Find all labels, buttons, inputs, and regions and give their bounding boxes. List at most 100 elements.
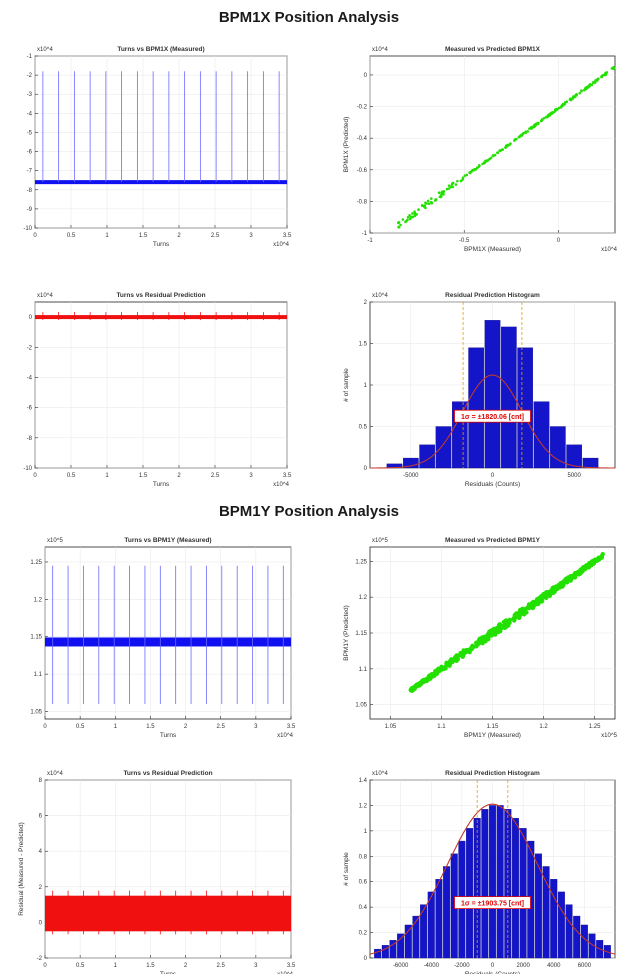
y-tick-label: -1: [27, 54, 33, 60]
x-tick-label: 5000: [567, 473, 581, 479]
data-point: [500, 148, 503, 152]
y-axis-label: # of sample: [343, 852, 350, 886]
x-axis-label: Turns: [153, 241, 170, 248]
y-tick-label: 1.2: [359, 803, 368, 809]
plot-frame: [44, 546, 292, 720]
x-tick-label: 2: [184, 963, 188, 969]
histogram-bar: [534, 853, 542, 959]
x-tick-label: 3.5: [283, 233, 292, 239]
y-exponent-label: x10^4: [37, 293, 53, 299]
x-tick-label: 0: [33, 473, 37, 479]
data-point: [447, 187, 451, 190]
y-tick-label: -6: [27, 150, 33, 156]
y-exponent-label: x10^5: [47, 538, 63, 544]
y-tick-label: -3: [27, 92, 33, 98]
data-point: [441, 190, 445, 194]
x-tick-label: 3: [254, 724, 258, 730]
x-tick-label: 1.5: [146, 724, 155, 730]
chart-panel-1: -1 -0.5 0 0 -0.2 -0.4 -0.6 -0.8 -1 Measured vs Pr…: [343, 46, 618, 253]
series-band: [35, 180, 287, 185]
y-tick-label: -2: [37, 956, 43, 962]
data-point: [465, 173, 469, 177]
histogram-bar: [403, 457, 419, 469]
histogram-bar: [566, 444, 582, 469]
section-title-bpm1y: BPM1Y Position Analysis: [219, 503, 399, 520]
plot-title: Turns vs Residual Prediction: [116, 292, 205, 299]
x-tick-label: -6000: [393, 963, 409, 969]
data-point: [427, 202, 431, 206]
data-point: [417, 680, 423, 686]
plot-title: Residual Prediction Histogram: [445, 770, 540, 777]
y-tick-label: 0: [39, 920, 43, 926]
x-tick-label: 0.5: [67, 233, 76, 239]
data-point: [509, 142, 512, 145]
y-axis-label: BPM1Y (Predicted): [343, 605, 350, 661]
data-point: [466, 647, 472, 653]
data-point: [547, 593, 553, 599]
x-tick-label: -4000: [424, 963, 440, 969]
histogram-bar: [389, 940, 397, 959]
y-tick-label: 0.2: [359, 931, 368, 937]
sigma-annotation: 1σ = ±1820.06 [cnt]: [461, 414, 524, 421]
y-tick-label: -5: [27, 130, 33, 136]
data-point: [489, 633, 494, 638]
plot-title: Turns vs BPM1Y (Measured): [124, 537, 211, 544]
data-point: [600, 75, 603, 78]
data-point: [517, 135, 521, 139]
data-point: [530, 126, 533, 130]
data-point: [581, 564, 586, 570]
y-tick-label: -0.4: [357, 136, 368, 142]
x-tick-label: 2.5: [211, 233, 220, 239]
x-tick-label: -1: [367, 238, 373, 244]
data-point: [546, 114, 550, 118]
data-point: [413, 212, 417, 216]
x-tick-label: 2.5: [217, 724, 226, 730]
chart-panel-3: -5000 0 5000 0 0.5 1 1.5 2 Residual Prediction H…: [343, 292, 616, 488]
y-tick-label: 4: [39, 849, 43, 855]
x-tick-label: 0: [43, 724, 47, 730]
data-point: [397, 225, 400, 229]
data-point: [426, 199, 430, 203]
plot-title: Measured vs Predicted BPM1X: [445, 46, 541, 53]
plot-frame: [369, 55, 616, 234]
data-point: [436, 666, 441, 671]
histogram-bar: [542, 866, 550, 959]
x-tick-label: 1.25: [589, 724, 601, 730]
data-point: [408, 217, 412, 221]
x-tick-label: 1.2: [539, 724, 548, 730]
plot-title: Residual Prediction Histogram: [445, 292, 540, 299]
histogram-bar: [550, 426, 566, 469]
data-point: [526, 130, 530, 133]
data-point: [503, 624, 509, 629]
histogram-bar: [580, 924, 588, 959]
x-exponent-label: x10^4: [277, 733, 293, 739]
x-tick-label: 1.1: [437, 724, 446, 730]
data-point: [578, 91, 582, 95]
data-point: [552, 586, 557, 591]
plot-title: Turns vs Residual Prediction: [123, 770, 212, 777]
y-tick-label: 8: [39, 778, 43, 784]
y-exponent-label: x10^5: [372, 538, 388, 544]
data-point: [469, 170, 472, 174]
y-tick-label: 1.2: [34, 597, 43, 603]
y-tick-label: 1.5: [359, 342, 368, 348]
chart-panel-2: 0 0.5 1 1.5 2 2.5 3 3.5 0 -2 -4 -6 -8 -10 Turns vs Res…: [23, 292, 292, 488]
data-point: [496, 151, 500, 154]
plots-group: 0 0.5 1 1.5 2 2.5 3 3.5-1-2-3-4-5-6-7-8-9-10Tur…: [18, 46, 618, 974]
data-point: [417, 208, 420, 211]
y-exponent-label: x10^4: [372, 771, 388, 777]
histogram-bar: [511, 817, 519, 959]
y-tick-label: -1: [362, 231, 368, 237]
data-point: [430, 197, 433, 200]
data-point: [445, 187, 449, 191]
data-point: [470, 645, 475, 650]
data-point: [586, 85, 590, 88]
data-point: [542, 116, 546, 120]
histogram-bar: [519, 828, 527, 959]
y-tick-label: -8: [27, 436, 33, 442]
data-point: [612, 67, 615, 70]
data-point: [420, 203, 424, 207]
sigma-annotation-box: [454, 409, 531, 423]
data-point: [532, 124, 536, 127]
y-tick-label: -4: [27, 375, 33, 381]
